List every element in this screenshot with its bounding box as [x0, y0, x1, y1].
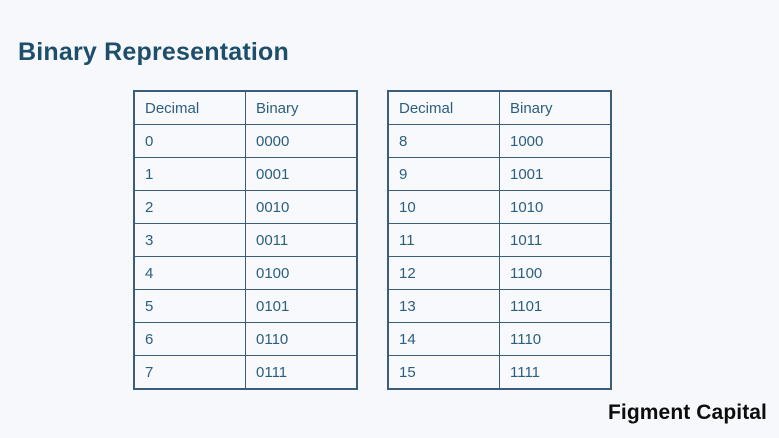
table-row: 10 1010	[387, 190, 612, 224]
decimal-cell: 10	[387, 190, 500, 224]
column-header-binary: Binary	[245, 90, 358, 125]
binary-cell: 1010	[499, 190, 612, 224]
decimal-cell: 7	[133, 355, 246, 390]
table-row: 4 0100	[133, 256, 358, 290]
binary-cell: 0001	[245, 157, 358, 191]
table-row: 15 1111	[387, 355, 612, 390]
column-header-decimal: Decimal	[133, 90, 246, 125]
decimal-cell: 15	[387, 355, 500, 390]
binary-cell: 0010	[245, 190, 358, 224]
decimal-cell: 2	[133, 190, 246, 224]
binary-cell: 1000	[499, 124, 612, 158]
decimal-cell: 8	[387, 124, 500, 158]
binary-cell: 1101	[499, 289, 612, 323]
table-row: 12 1100	[387, 256, 612, 290]
page-title: Binary Representation	[18, 37, 289, 66]
decimal-cell: 4	[133, 256, 246, 290]
decimal-cell: 3	[133, 223, 246, 257]
decimal-cell: 5	[133, 289, 246, 323]
table-row: 7 0111	[133, 355, 358, 390]
decimal-cell: 12	[387, 256, 500, 290]
binary-cell: 0100	[245, 256, 358, 290]
decimal-cell: 1	[133, 157, 246, 191]
table-row: 2 0010	[133, 190, 358, 224]
binary-cell: 0000	[245, 124, 358, 158]
binary-cell: 0111	[245, 355, 358, 390]
tables-container: Decimal Binary 0 0000 1 0001 2 0010 3 0011 4 0100 5…	[133, 90, 612, 390]
table-row: 8 1000	[387, 124, 612, 158]
column-header-decimal: Decimal	[387, 90, 500, 125]
column-header-binary: Binary	[499, 90, 612, 125]
binary-cell: 1011	[499, 223, 612, 257]
binary-cell: 0110	[245, 322, 358, 356]
table-row: 5 0101	[133, 289, 358, 323]
binary-cell: 1001	[499, 157, 612, 191]
table-row: 6 0110	[133, 322, 358, 356]
table-row: 14 1110	[387, 322, 612, 356]
table-row: 11 1011	[387, 223, 612, 257]
decimal-cell: 6	[133, 322, 246, 356]
binary-cell: 1110	[499, 322, 612, 356]
binary-cell: 1100	[499, 256, 612, 290]
decimal-cell: 13	[387, 289, 500, 323]
table-header-row: Decimal Binary	[133, 90, 358, 125]
table-header-row: Decimal Binary	[387, 90, 612, 125]
table-row: 1 0001	[133, 157, 358, 191]
decimal-cell: 14	[387, 322, 500, 356]
binary-cell: 1111	[499, 355, 612, 390]
table-row: 0 0000	[133, 124, 358, 158]
decimal-cell: 11	[387, 223, 500, 257]
decimal-cell: 9	[387, 157, 500, 191]
binary-cell: 0011	[245, 223, 358, 257]
figment-capital-logo: Figment Capital	[607, 401, 767, 424]
table-row: 3 0011	[133, 223, 358, 257]
table-row: 13 1101	[387, 289, 612, 323]
decimal-cell: 0	[133, 124, 246, 158]
binary-table-0-7: Decimal Binary 0 0000 1 0001 2 0010 3 0011 4 0100 5…	[133, 90, 358, 390]
table-row: 9 1001	[387, 157, 612, 191]
binary-cell: 0101	[245, 289, 358, 323]
